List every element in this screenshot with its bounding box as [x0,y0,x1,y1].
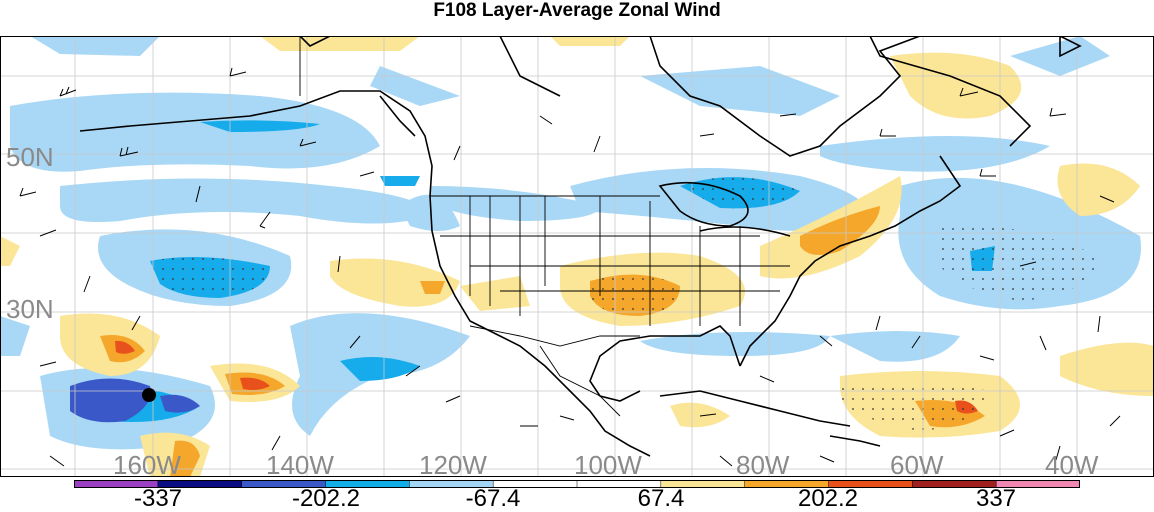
state-borders [299,36,790,417]
lon-label-60w: 60W [890,450,944,480]
lat-label-30n: 30N [6,294,54,324]
colorbar-label: -67.4 [465,485,521,512]
wind-map [0,36,1154,477]
colorbar-label: 67.4 [637,485,685,512]
lon-label-120w: 120W [419,450,487,480]
location-marker [142,388,156,402]
colorbar [74,480,1080,488]
colorbar-label: 337 [975,485,1017,512]
lon-label-140w: 140W [266,450,334,480]
wind-barbs [19,67,1121,467]
significance-stippling [150,177,1100,431]
very-strong-negative-regions [70,378,200,423]
lon-label-100w: 100W [574,450,642,480]
lon-label-160w: 160W [113,450,181,480]
colorbar-label: -202.2 [291,485,361,512]
map-title: F108 Layer-Average Zonal Wind [433,0,721,21]
lat-lon-grid [0,36,1154,477]
colorbar-label: 202.2 [797,485,859,512]
colorbar-segment [995,480,1080,488]
lon-label-40w: 40W [1045,450,1099,480]
lon-label-80w: 80W [736,450,790,480]
coastlines [79,36,1082,457]
colorbar-label: -337 [133,485,183,512]
lat-label-50n: 50N [6,142,54,172]
